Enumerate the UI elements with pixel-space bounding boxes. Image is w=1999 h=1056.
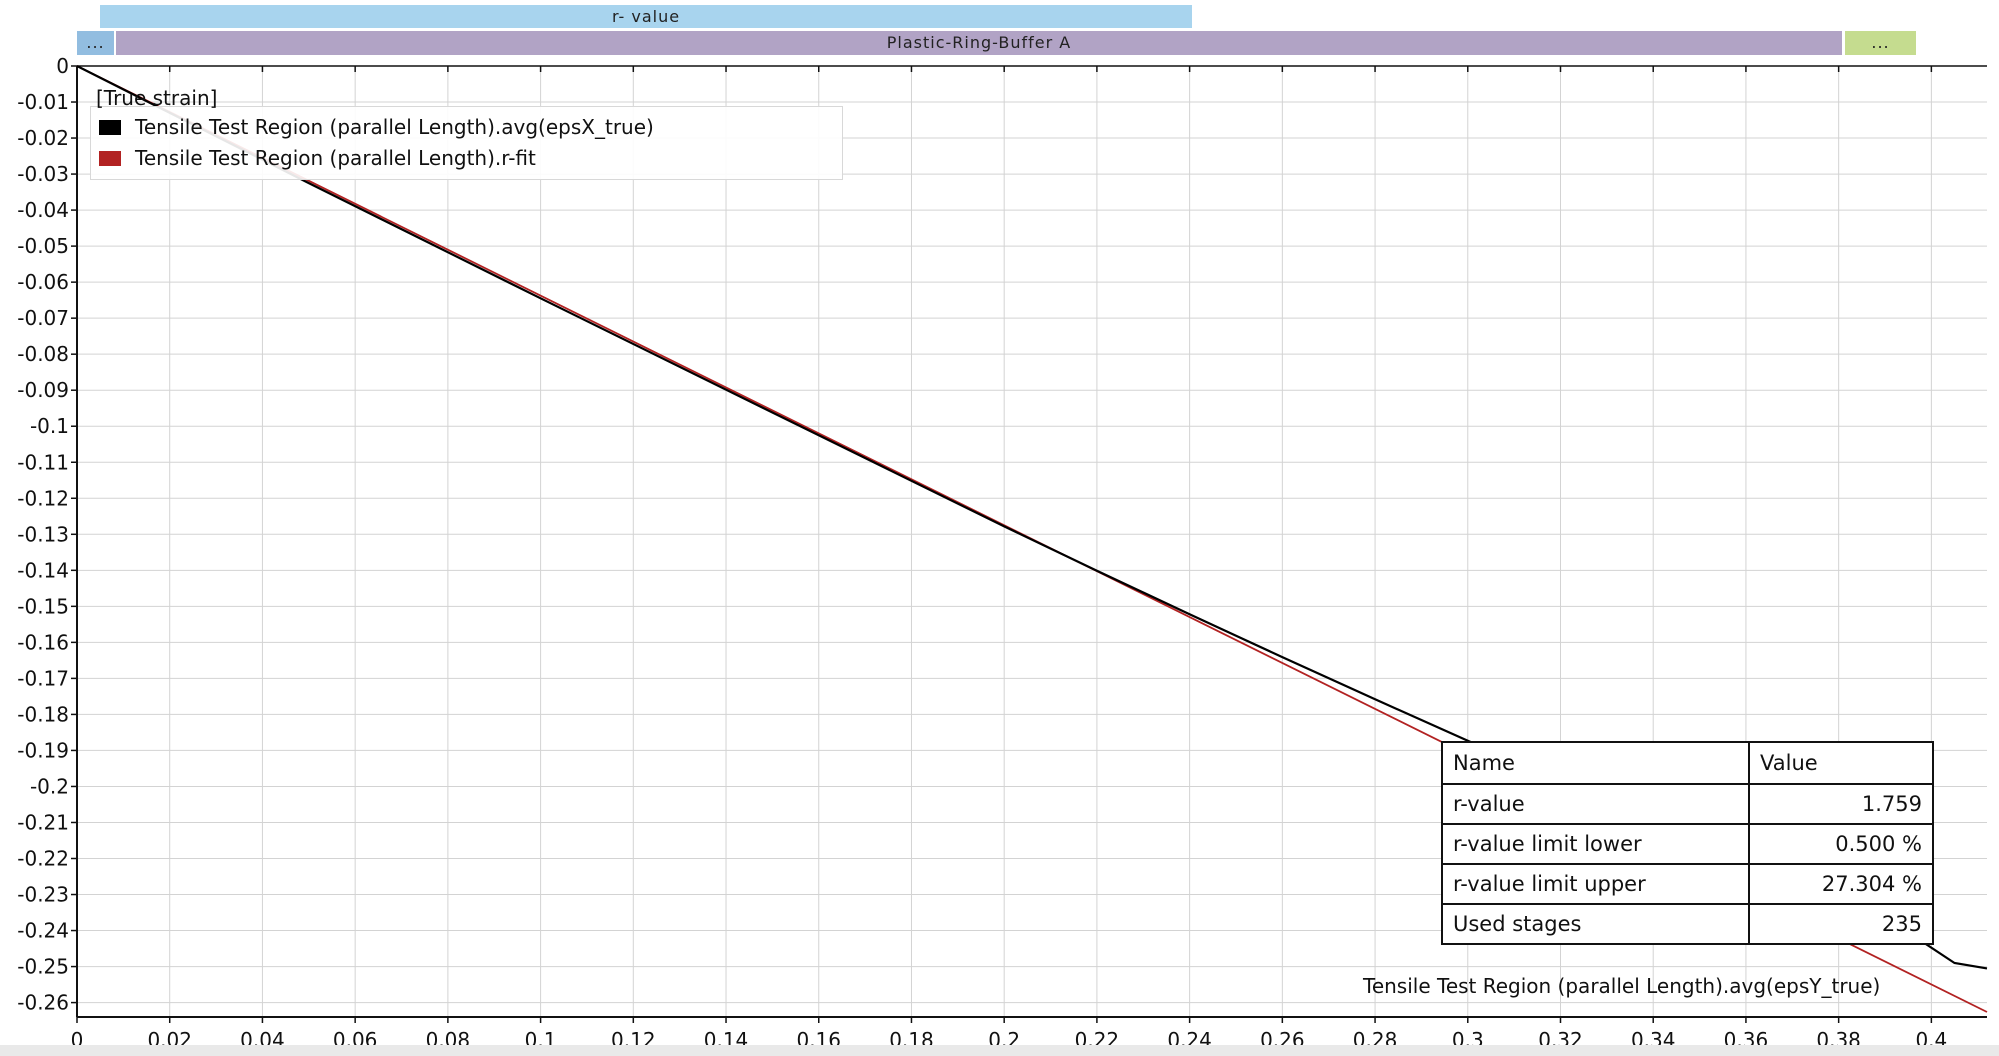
y-tick-label: -0.16 xyxy=(17,630,69,654)
row-name: r-value limit upper xyxy=(1441,863,1750,905)
row-name: r-value limit lower xyxy=(1441,823,1750,865)
results-header-name: Name xyxy=(1441,741,1750,785)
y-tick-label: -0.01 xyxy=(17,90,69,114)
left-stage-dots: ... xyxy=(86,33,105,52)
y-tick-label: -0.22 xyxy=(17,847,69,871)
y-tick-label: -0.23 xyxy=(17,883,69,907)
legend-item-r-fit[interactable]: Tensile Test Region (parallel Length).r-… xyxy=(99,146,536,170)
legend-swatch-eps-x xyxy=(99,119,121,135)
y-tick-label: 0 xyxy=(56,54,69,78)
right-stage-dots: ... xyxy=(1871,33,1890,52)
legend-item-eps-x[interactable]: Tensile Test Region (parallel Length).av… xyxy=(99,115,654,139)
y-tick-label: -0.12 xyxy=(17,486,69,510)
plastic-ring-buffer-label: Plastic-Ring-Buffer A xyxy=(886,33,1072,52)
y-tick-label: -0.21 xyxy=(17,810,69,834)
table-row[interactable]: Used stages 235 xyxy=(1441,903,1934,945)
row-value: 235 xyxy=(1748,903,1934,945)
y-tick-label: -0.25 xyxy=(17,955,69,979)
y-tick-label: -0.08 xyxy=(17,342,69,366)
y-tick-label: -0.17 xyxy=(17,666,69,690)
row-name: r-value xyxy=(1441,783,1750,825)
right-stage-segment[interactable]: ... xyxy=(1845,31,1916,55)
table-row[interactable]: r-value limit lower 0.500 % xyxy=(1441,823,1934,865)
y-tick-label: -0.04 xyxy=(17,198,69,222)
y-tick-label: -0.06 xyxy=(17,270,69,294)
y-tick-label: -0.19 xyxy=(17,738,69,762)
y-tick-label: -0.24 xyxy=(17,919,69,943)
y-tick-label: -0.07 xyxy=(17,306,69,330)
legend-label-eps-x: Tensile Test Region (parallel Length).av… xyxy=(135,115,654,139)
y-tick-label: -0.15 xyxy=(17,594,69,618)
table-row[interactable]: r-value limit upper 27.304 % xyxy=(1441,863,1934,905)
row-value: 0.500 % xyxy=(1748,823,1934,865)
y-tick-label: -0.1 xyxy=(30,414,69,438)
y-tick-label: -0.18 xyxy=(17,702,69,726)
table-row[interactable]: r-value 1.759 xyxy=(1441,783,1934,825)
row-value: 1.759 xyxy=(1748,783,1934,825)
y-tick-label: -0.14 xyxy=(17,558,69,582)
y-tick-label: -0.2 xyxy=(30,774,69,798)
bottom-scroll-strip[interactable] xyxy=(0,1045,1999,1056)
y-tick-label: -0.05 xyxy=(17,234,69,258)
left-stage-segment[interactable]: ... xyxy=(77,31,114,55)
axes: 0 0.02 0.04 0.06 0.08 0.1 0.12 0.14 0.16 0.18 0.2 0… xyxy=(17,54,1987,1052)
legend-label-r-fit: Tensile Test Region (parallel Length).r-… xyxy=(135,146,536,170)
legend-swatch-r-fit xyxy=(99,150,121,166)
y-tick-label: -0.26 xyxy=(17,991,69,1015)
results-table[interactable]: Name Value r-value 1.759 r-value limit l… xyxy=(1441,741,1934,945)
results-header-value: Value xyxy=(1748,741,1934,785)
r-value-range-label: r- value xyxy=(611,7,681,26)
plastic-ring-buffer-bar[interactable]: Plastic-Ring-Buffer A xyxy=(116,31,1842,55)
y-tick-label: -0.03 xyxy=(17,162,69,186)
r-value-range-bar[interactable]: r- value xyxy=(100,5,1192,28)
results-header-row: Name Value xyxy=(1441,741,1934,785)
y-tick-label: -0.11 xyxy=(17,450,69,474)
series-end-label: Tensile Test Region (parallel Length).av… xyxy=(1363,974,1881,998)
y-tick-label: -0.02 xyxy=(17,126,69,150)
row-value: 27.304 % xyxy=(1748,863,1934,905)
legend-box[interactable]: Tensile Test Region (parallel Length).av… xyxy=(90,106,843,180)
legend-title: [True strain] xyxy=(96,86,218,110)
y-tick-label: -0.09 xyxy=(17,378,69,402)
row-name: Used stages xyxy=(1441,903,1750,945)
y-tick-label: -0.13 xyxy=(17,522,69,546)
